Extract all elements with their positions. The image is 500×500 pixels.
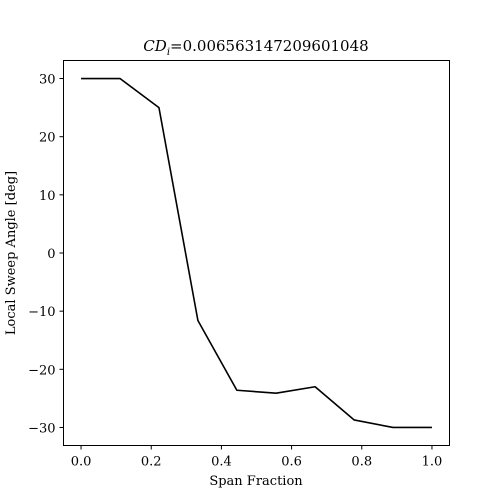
- x-tick-label: 0.8: [351, 455, 372, 470]
- y-tick-label: −10: [28, 305, 55, 320]
- y-axis-label: Local Sweep Angle [deg]: [4, 171, 19, 335]
- axes-frame: [63, 60, 450, 446]
- y-tick-label: 0: [47, 247, 55, 262]
- x-axis-ticks: 0.0 0.2 0.4 0.6 0.8 1.0: [71, 445, 443, 470]
- y-tick-label: 30: [39, 73, 56, 88]
- chart-title: CDi=0.006563147209601048: [143, 37, 368, 58]
- y-tick-label: −20: [28, 363, 55, 378]
- y-tick-label: −30: [28, 421, 55, 436]
- x-tick-label: 0.2: [141, 455, 162, 470]
- x-tick-label: 0.0: [71, 455, 92, 470]
- title-subscript: i: [167, 47, 170, 58]
- x-tick-label: 1.0: [422, 455, 443, 470]
- x-tick-label: 0.6: [281, 455, 302, 470]
- series-line: [81, 77, 432, 429]
- y-tick-label: 20: [39, 131, 56, 146]
- x-axis-label: Span Fraction: [209, 474, 303, 489]
- x-tick-label: 0.4: [211, 455, 232, 470]
- title-value: =0.006563147209601048: [170, 37, 369, 55]
- title-symbol: CD: [143, 37, 167, 55]
- y-axis-ticks: 30 20 10 0 −10 −20 −30: [28, 73, 64, 436]
- y-tick-label: 10: [39, 189, 56, 204]
- plot-area: [81, 77, 432, 429]
